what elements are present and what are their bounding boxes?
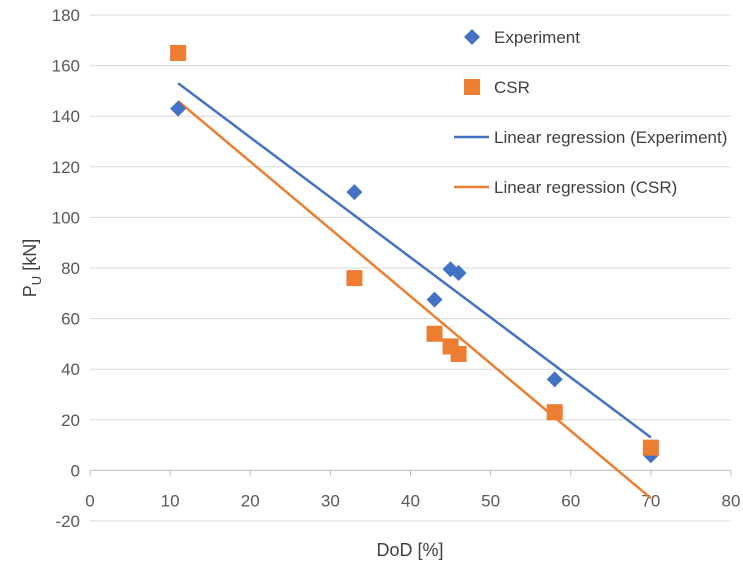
csr-point bbox=[450, 346, 467, 363]
y-axis-title-rest: [kN] bbox=[20, 239, 40, 276]
x-tick-label: 70 bbox=[641, 491, 660, 510]
y-axis-title-subscript: U bbox=[29, 276, 44, 285]
data-points bbox=[170, 44, 659, 464]
experiment-point bbox=[346, 184, 363, 201]
legend-label: Linear regression (CSR) bbox=[494, 178, 677, 197]
y-tick-label: 140 bbox=[52, 107, 80, 126]
x-tick-label: 10 bbox=[161, 491, 180, 510]
x-tick-labels: 0 10 20 30 40 50 60 70 80 bbox=[85, 491, 740, 510]
csr-point bbox=[546, 404, 563, 421]
y-tick-label: 40 bbox=[61, 360, 80, 379]
x-tick-label: 30 bbox=[321, 491, 340, 510]
y-tick-label: 160 bbox=[52, 57, 80, 76]
gridlines bbox=[90, 14, 731, 522]
y-axis-title-base: P bbox=[20, 285, 40, 297]
legend-label: Experiment bbox=[494, 28, 580, 47]
experiment-point bbox=[450, 265, 467, 282]
axes bbox=[89, 469, 732, 477]
y-tick-labels: -20 0 20 40 60 80 100 120 140 160 180 bbox=[52, 6, 80, 531]
legend-label: CSR bbox=[494, 78, 530, 97]
experiment-point bbox=[546, 371, 563, 388]
y-tick-label: 100 bbox=[52, 208, 80, 227]
x-tick-label: 20 bbox=[241, 491, 260, 510]
y-tick-label: 80 bbox=[61, 259, 80, 278]
legend-swatch bbox=[464, 79, 480, 95]
legend-swatch bbox=[464, 29, 480, 45]
csr-series bbox=[170, 44, 659, 456]
y-tick-label: -20 bbox=[55, 512, 80, 531]
x-tick-label: 50 bbox=[481, 491, 500, 510]
y-tick-label: 60 bbox=[61, 310, 80, 329]
x-tick-label: 40 bbox=[401, 491, 420, 510]
legend-label: Linear regression (Experiment) bbox=[494, 128, 727, 147]
csr-point bbox=[346, 270, 363, 287]
y-tick-label: 180 bbox=[52, 6, 80, 25]
legend: Experiment CSR Linear regression (Experime… bbox=[454, 28, 727, 197]
y-tick-label: 0 bbox=[71, 461, 80, 480]
csr-point bbox=[426, 325, 443, 342]
y-tick-label: 20 bbox=[61, 411, 80, 430]
experiment-point bbox=[170, 100, 187, 117]
x-tick-label: 0 bbox=[85, 491, 94, 510]
x-tick-label: 80 bbox=[722, 491, 741, 510]
regression-lines bbox=[177, 82, 652, 500]
y-axis-title: PU [kN] bbox=[20, 239, 44, 297]
x-tick-label: 60 bbox=[561, 491, 580, 510]
y-tick-label: 120 bbox=[52, 158, 80, 177]
x-axis-title: DoD [%] bbox=[376, 540, 443, 560]
csr-point bbox=[170, 44, 187, 61]
experiment-point bbox=[426, 291, 443, 308]
experiment-series bbox=[170, 100, 659, 464]
regression-line bbox=[177, 82, 652, 439]
regression-line bbox=[177, 100, 652, 500]
csr-point bbox=[642, 439, 659, 456]
